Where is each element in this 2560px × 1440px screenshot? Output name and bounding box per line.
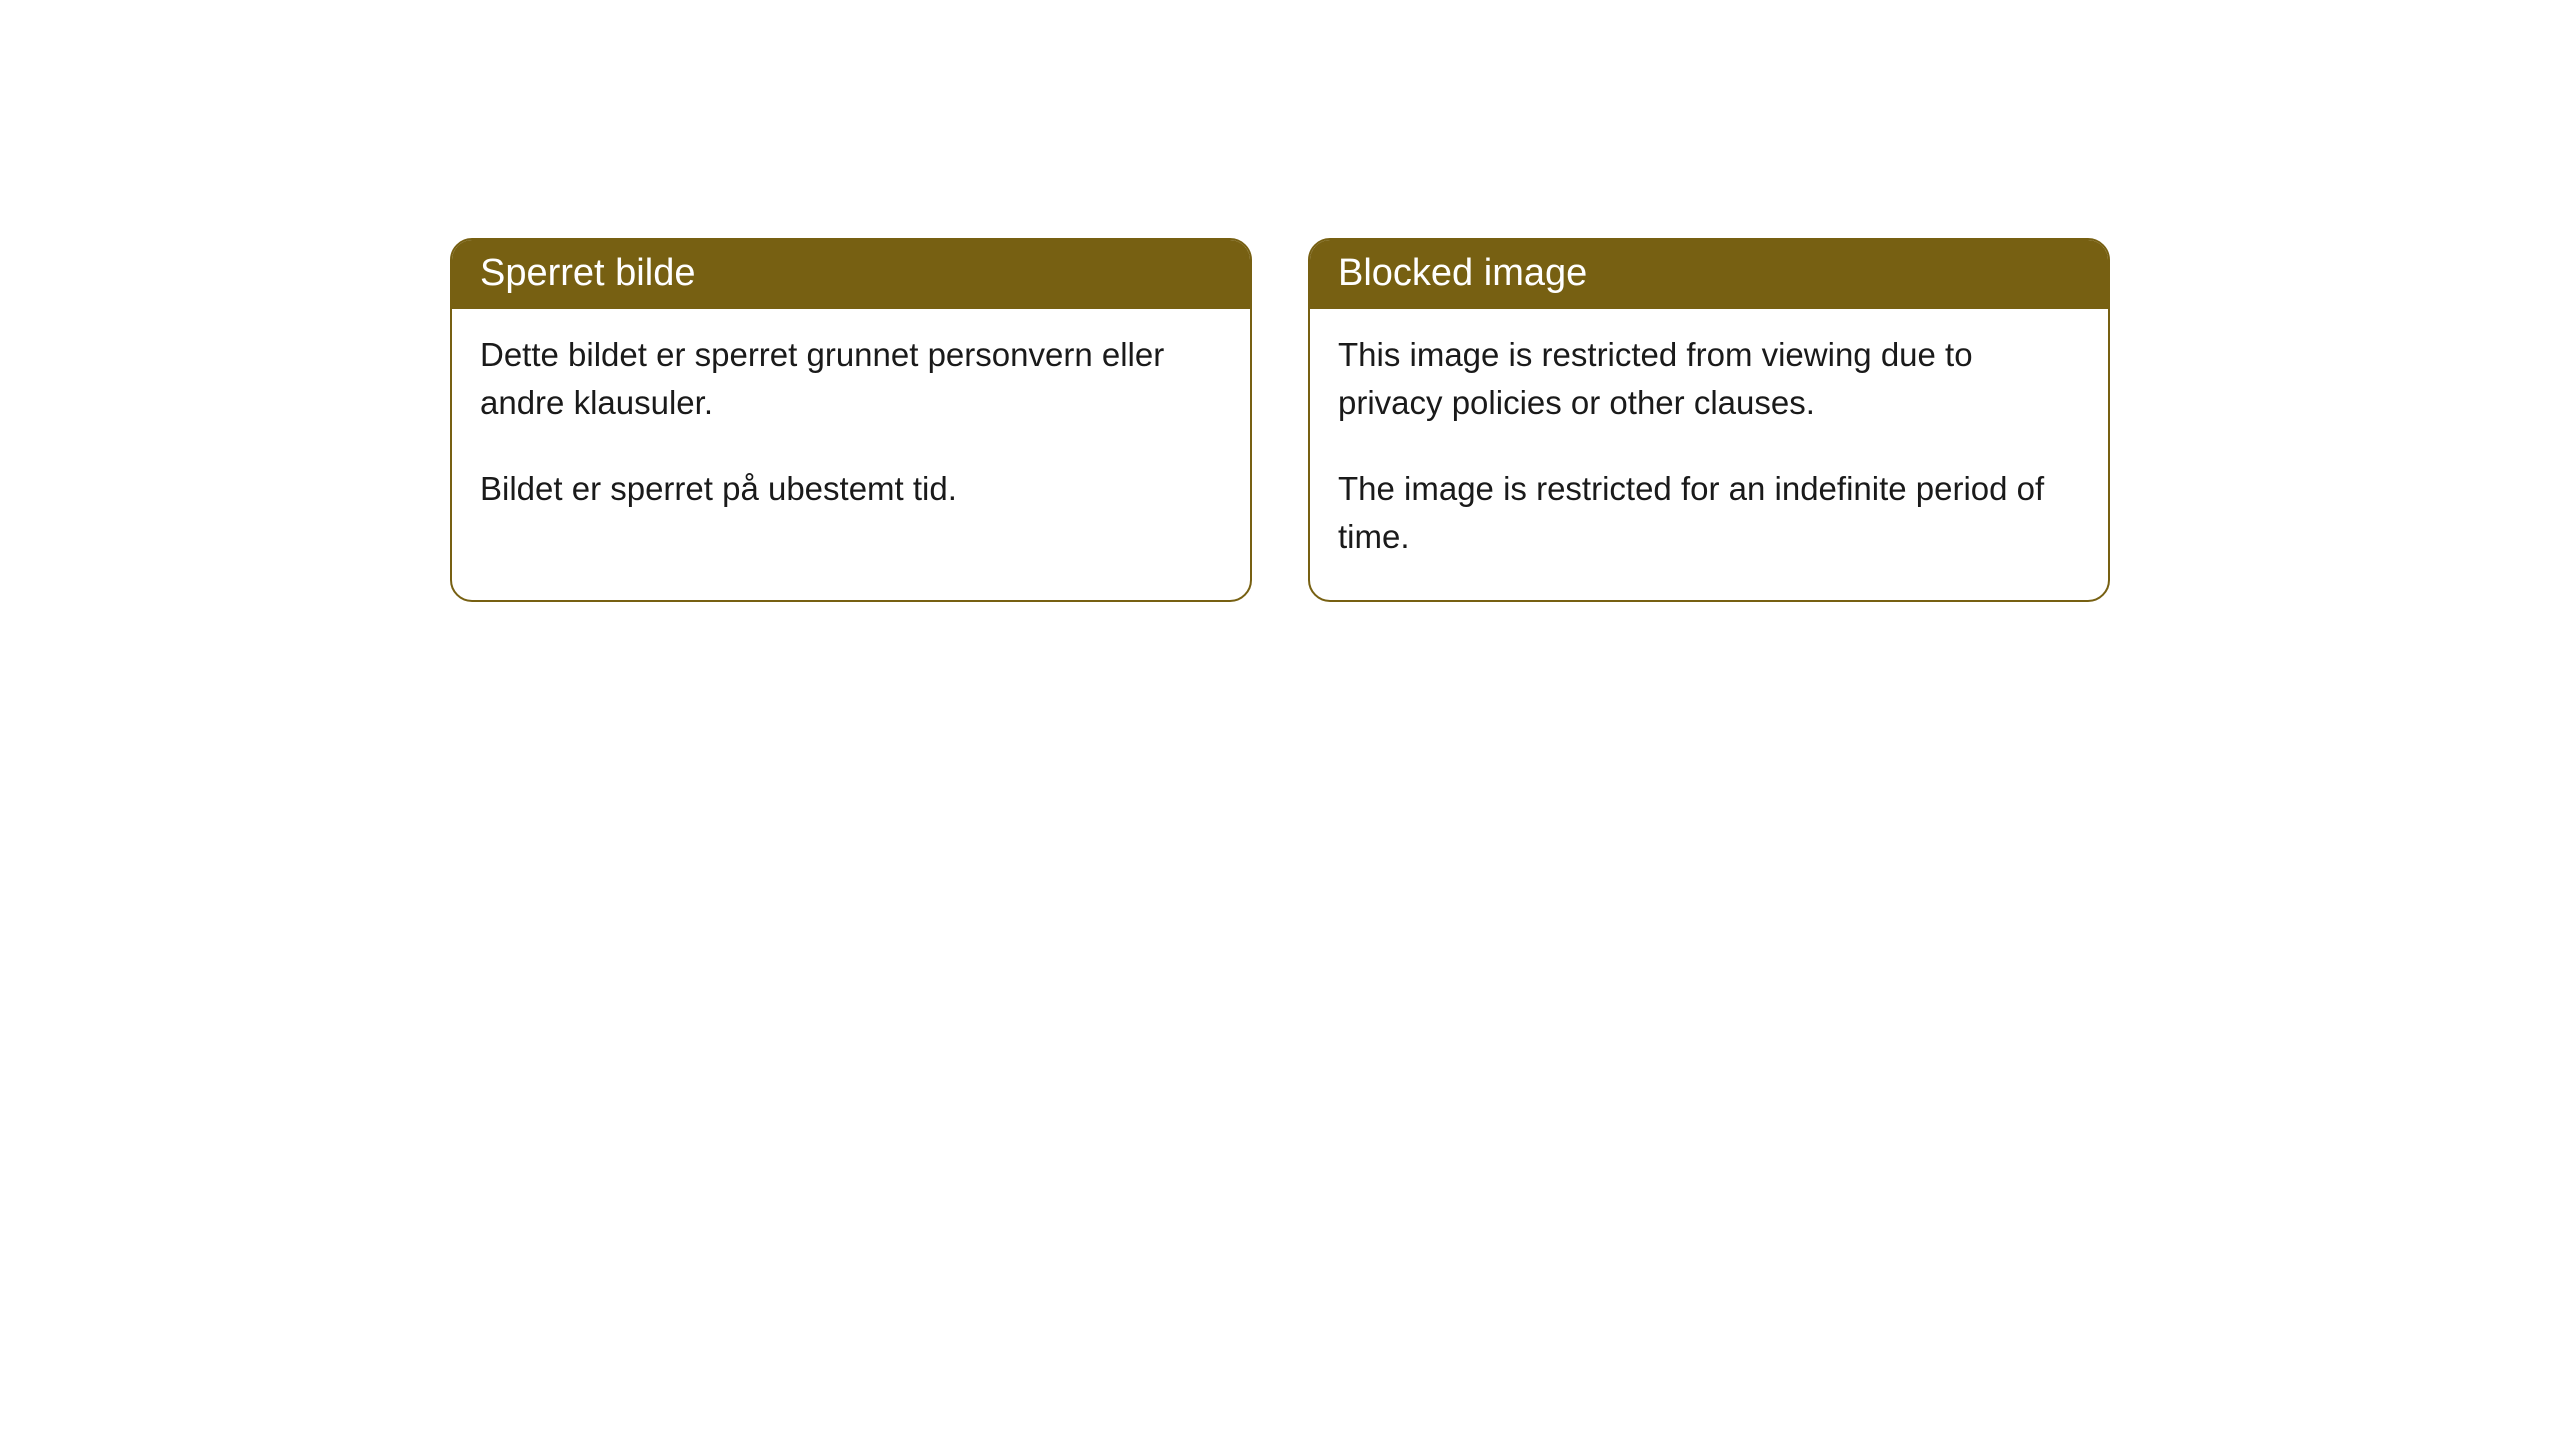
card-paragraph: Dette bildet er sperret grunnet personve… xyxy=(480,331,1222,427)
card-title: Sperret bilde xyxy=(480,252,695,294)
notice-container: Sperret bilde Dette bildet er sperret gr… xyxy=(0,0,2560,602)
card-body: This image is restricted from viewing du… xyxy=(1310,309,2108,600)
card-paragraph: This image is restricted from viewing du… xyxy=(1338,331,2080,427)
card-header: Blocked image xyxy=(1310,240,2108,309)
blocked-image-card-en: Blocked image This image is restricted f… xyxy=(1308,238,2110,602)
card-body: Dette bildet er sperret grunnet personve… xyxy=(452,309,1250,553)
blocked-image-card-no: Sperret bilde Dette bildet er sperret gr… xyxy=(450,238,1252,602)
card-paragraph: The image is restricted for an indefinit… xyxy=(1338,465,2080,561)
card-paragraph: Bildet er sperret på ubestemt tid. xyxy=(480,465,1222,513)
card-header: Sperret bilde xyxy=(452,240,1250,309)
card-title: Blocked image xyxy=(1338,252,1587,294)
